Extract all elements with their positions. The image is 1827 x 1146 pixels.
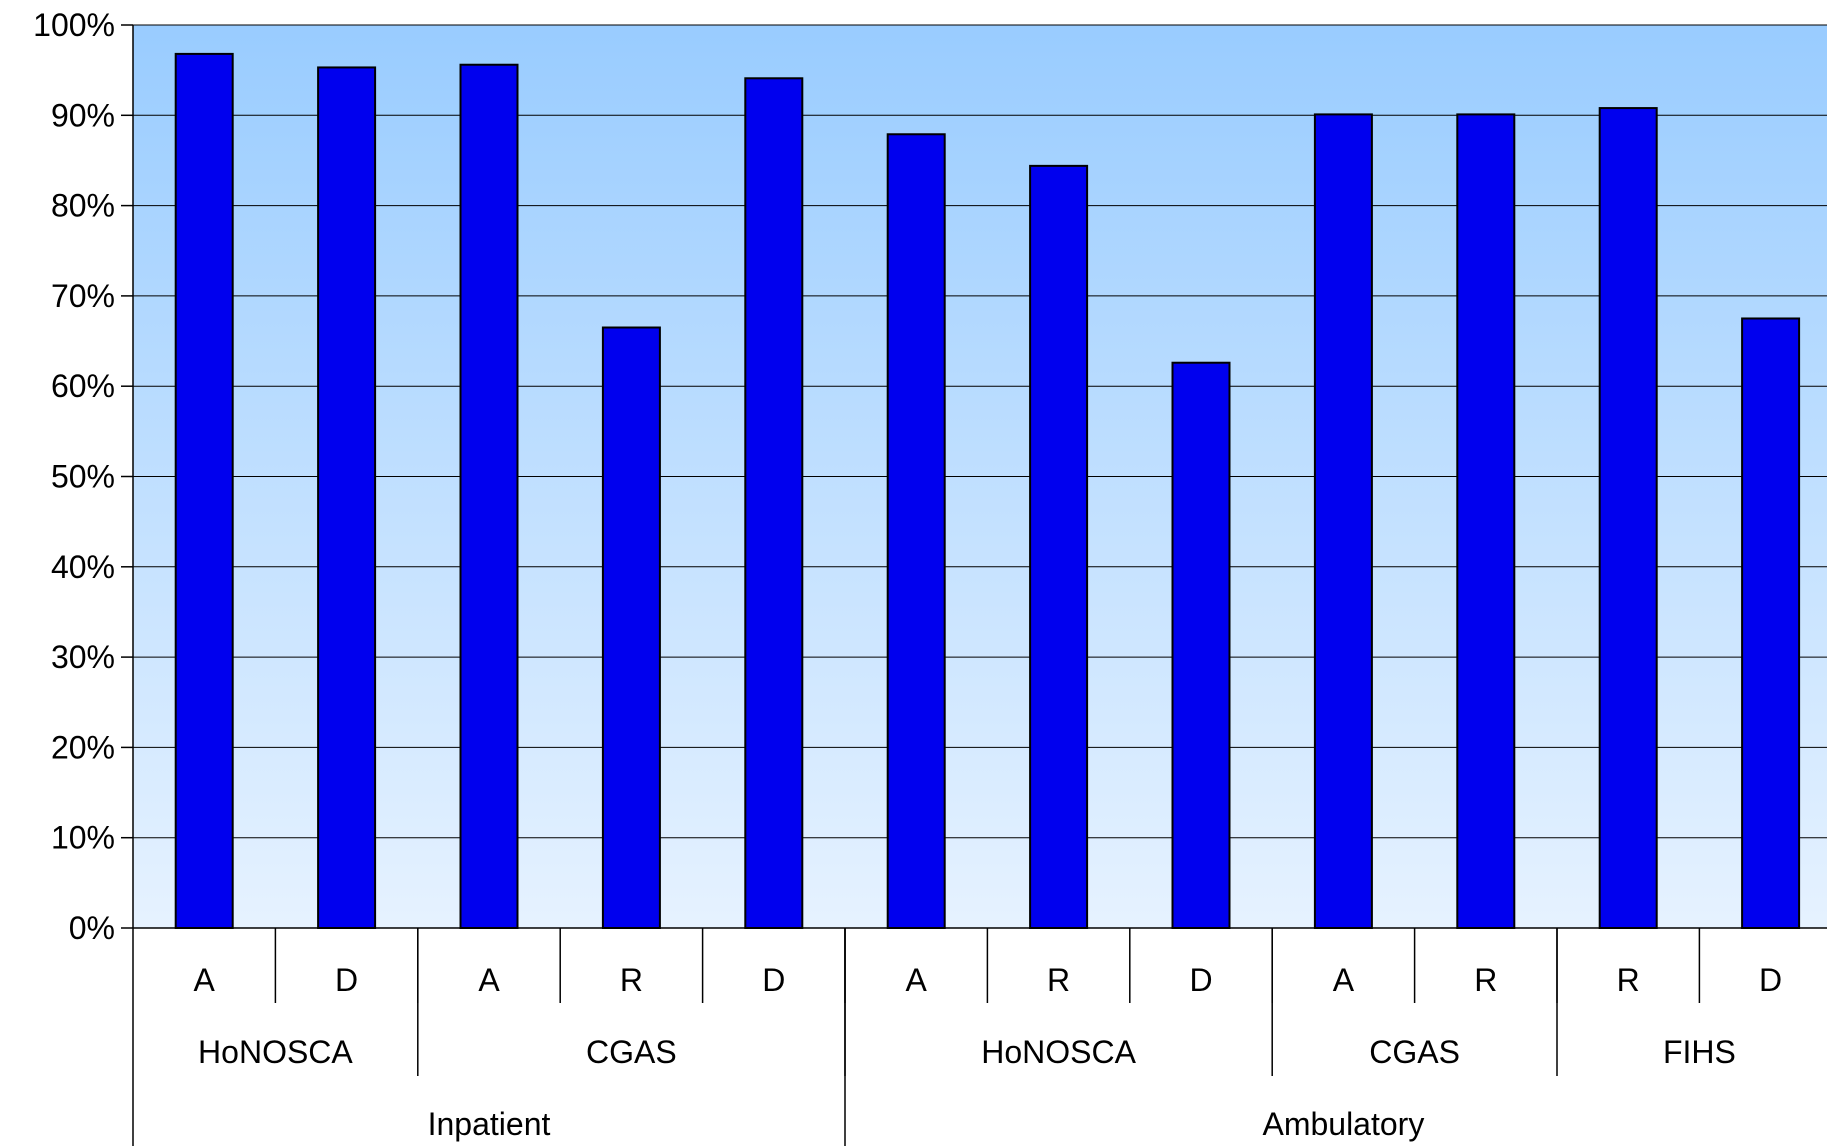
x-category-label: R [1617, 962, 1640, 998]
gridlines [133, 24, 1827, 839]
bars [174, 52, 1801, 930]
y-tick-label: 100% [33, 7, 115, 43]
x-category-label: A [478, 962, 500, 998]
bar-7 [1029, 164, 1089, 930]
bar-4 [601, 326, 661, 929]
x-category-label: D [762, 962, 785, 998]
x-group-label: HoNOSCA [198, 1034, 353, 1070]
x-supergroup-label: Ambulatory [1262, 1106, 1424, 1142]
y-tick-label: 60% [51, 368, 115, 404]
bar-11 [1598, 107, 1658, 930]
x-category-label: R [1047, 962, 1070, 998]
x-group-label: CGAS [1369, 1034, 1460, 1070]
x-category-label: R [1474, 962, 1497, 998]
bar-3 [459, 63, 519, 930]
x-group-label: CGAS [586, 1034, 677, 1070]
bar-2 [317, 66, 377, 930]
x-category-label: D [1759, 962, 1782, 998]
y-tick-label: 0% [69, 910, 115, 946]
y-tick-label: 70% [51, 278, 115, 314]
bar-6 [886, 133, 946, 929]
bar-9 [1313, 113, 1373, 930]
bar-10 [1456, 113, 1516, 930]
x-group-label: FIHS [1663, 1034, 1736, 1070]
x-category-label: D [1189, 962, 1212, 998]
y-tick-label: 10% [51, 820, 115, 856]
x-supergroup-label: Inpatient [428, 1106, 551, 1142]
x-axis-categories: A D A R D A R D A R R D HoNOSCA CGAS HoNOSCA CGAS FIHS In… [194, 928, 1782, 1146]
x-category-label: D [335, 962, 358, 998]
y-tick-label: 30% [51, 639, 115, 675]
y-tick-label: 80% [51, 188, 115, 224]
x-category-label: A [906, 962, 928, 998]
x-group-label: HoNOSCA [981, 1034, 1136, 1070]
bar-5 [744, 77, 804, 930]
x-category-label: A [194, 962, 216, 998]
y-tick-label: 90% [51, 97, 115, 133]
bar-8 [1171, 361, 1231, 929]
y-axis-ticks: 0% 10% 20% 30% 40% 50% 60% 70% 80% 90% 100% [33, 7, 133, 946]
bar-1 [174, 52, 234, 930]
x-category-label: A [1333, 962, 1355, 998]
bar-12 [1741, 317, 1801, 930]
x-category-label: R [620, 962, 643, 998]
axes [132, 25, 1827, 1146]
y-tick-label: 50% [51, 459, 115, 495]
y-tick-label: 20% [51, 729, 115, 765]
y-tick-label: 40% [51, 549, 115, 585]
